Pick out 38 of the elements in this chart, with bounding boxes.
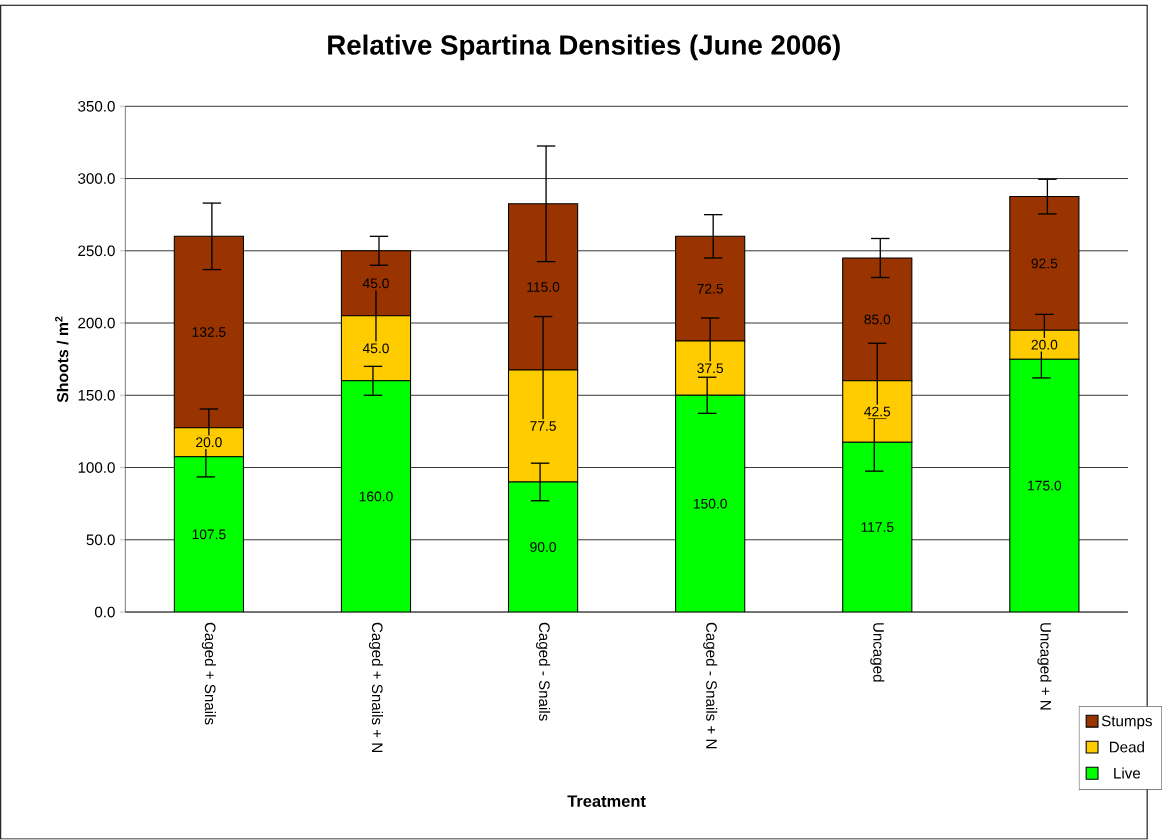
data-label: 20.0 (1031, 340, 1058, 350)
y-tick-label: 150.0 (78, 390, 115, 401)
data-label: 77.5 (530, 421, 556, 431)
x-tick-label: Uncaged (870, 623, 885, 682)
data-label: 117.5 (861, 522, 894, 533)
data-label: 42.5 (864, 406, 891, 417)
data-label: 20.0 (196, 437, 222, 448)
y-tick-label: 0.0 (94, 606, 115, 618)
data-label: 72.5 (697, 284, 724, 294)
y-tick-label: 300.0 (78, 173, 115, 185)
legend-label: Dead (1109, 741, 1144, 753)
data-label: 115.0 (527, 282, 560, 292)
legend-label: Stumps (1101, 715, 1152, 730)
x-axis-title: Treatment (567, 795, 646, 808)
data-label: 107.5 (192, 529, 226, 540)
data-label: 85.0 (864, 314, 891, 325)
y-axis-title: Shoots / m$^{2}$ (55, 316, 69, 403)
data-label: 160.0 (359, 491, 393, 502)
x-tick-label: Uncaged + N (1037, 623, 1052, 710)
y-tick-label: 200.0 (78, 317, 115, 329)
y-tick-label: 350.0 (78, 101, 115, 112)
y-tick-label: 100.0 (78, 462, 115, 474)
data-label: 150.0 (693, 498, 727, 509)
data-label: 90.0 (530, 542, 556, 553)
x-tick-label: Caged + Snails + N (368, 622, 384, 753)
data-label: 175.0 (1028, 480, 1062, 491)
data-label: 37.5 (697, 363, 724, 374)
legend-label: Live (1114, 767, 1141, 779)
x-tick-label: Caged + Snails (201, 622, 216, 725)
data-label: 45.0 (362, 343, 389, 354)
data-label: 45.0 (362, 278, 389, 289)
y-tick-label: 50.0 (86, 534, 115, 546)
chart-title: Relative Spartina Densities (June 2006) (328, 34, 840, 61)
y-tick-label: 250.0 (78, 245, 115, 257)
x-tick-label: Caged - Snails + N (703, 622, 718, 749)
x-tick-label: Caged - Snails (536, 622, 551, 721)
data-label: 92.5 (1031, 258, 1058, 269)
data-label: 132.5 (192, 327, 226, 338)
